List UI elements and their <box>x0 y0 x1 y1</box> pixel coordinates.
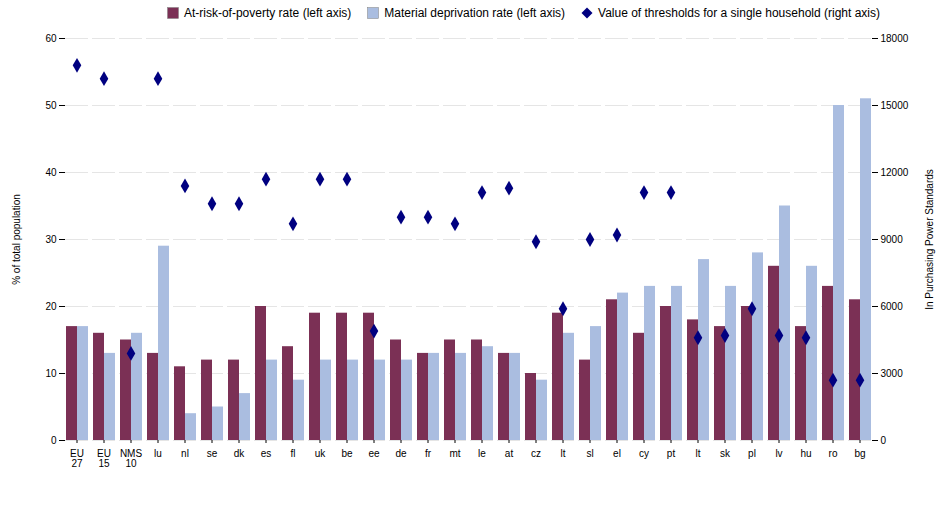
html-text:At-risk-of-poverty rate (left: At-risk-of-poverty rate (left axis) <box>183 6 352 20</box>
svg-text:9000: 9000 <box>881 234 904 245</box>
svg-text:at: at <box>505 448 514 459</box>
svg-text:10: 10 <box>45 368 57 379</box>
svg-text:de: de <box>395 448 407 459</box>
svg-text:fr: fr <box>425 448 432 459</box>
svg-text:EU27: EU27 <box>70 448 84 469</box>
svg-text:ee: ee <box>368 448 380 459</box>
svg-text:18000: 18000 <box>881 33 909 44</box>
svg-text:bg: bg <box>854 448 865 459</box>
svg-text:sk: sk <box>720 448 731 459</box>
svg-text:lt: lt <box>696 448 701 459</box>
svg-text:30: 30 <box>45 234 57 245</box>
svg-text:6000: 6000 <box>881 301 904 312</box>
svg-text:% of total population: % of total population <box>11 194 22 285</box>
svg-text:mt: mt <box>449 448 460 459</box>
svg-text:12000: 12000 <box>881 167 909 178</box>
svg-text:se: se <box>207 448 218 459</box>
html-text:Material deprivation rate (lef: Material deprivation rate (left axis) <box>384 6 566 20</box>
svg-text:hu: hu <box>800 448 811 459</box>
svg-text:pt: pt <box>667 448 676 459</box>
svg-text:15000: 15000 <box>881 100 909 111</box>
svg-text:fl: fl <box>291 448 296 459</box>
svg-text:60: 60 <box>45 33 57 44</box>
svg-text:lu: lu <box>154 448 162 459</box>
svg-text:lv: lv <box>775 448 782 459</box>
svg-text:dk: dk <box>234 448 246 459</box>
svg-text:40: 40 <box>45 167 57 178</box>
svg-text:be: be <box>341 448 353 459</box>
svg-text:NMS10: NMS10 <box>120 448 143 469</box>
svg-text:es: es <box>261 448 272 459</box>
svg-text:lt: lt <box>561 448 566 459</box>
svg-text:uk: uk <box>315 448 327 459</box>
svg-text:le: le <box>478 448 486 459</box>
svg-text:nl: nl <box>181 448 189 459</box>
svg-text:sl: sl <box>586 448 593 459</box>
svg-text:3000: 3000 <box>881 368 904 379</box>
svg-text:el: el <box>613 448 621 459</box>
svg-text:cy: cy <box>639 448 649 459</box>
svg-text:cz: cz <box>531 448 541 459</box>
svg-text:50: 50 <box>45 100 57 111</box>
svg-text:EU15: EU15 <box>97 448 111 469</box>
svg-text:20: 20 <box>45 301 57 312</box>
svg-text:pl: pl <box>748 448 756 459</box>
html-text:Value of thresholds for a sing: Value of thresholds for a single househo… <box>598 6 880 20</box>
svg-text:0: 0 <box>51 435 57 446</box>
svg-text:ro: ro <box>829 448 838 459</box>
svg-text:0: 0 <box>881 435 887 446</box>
svg-text:In Purchasing Power Standards: In Purchasing Power Standards <box>924 169 935 310</box>
